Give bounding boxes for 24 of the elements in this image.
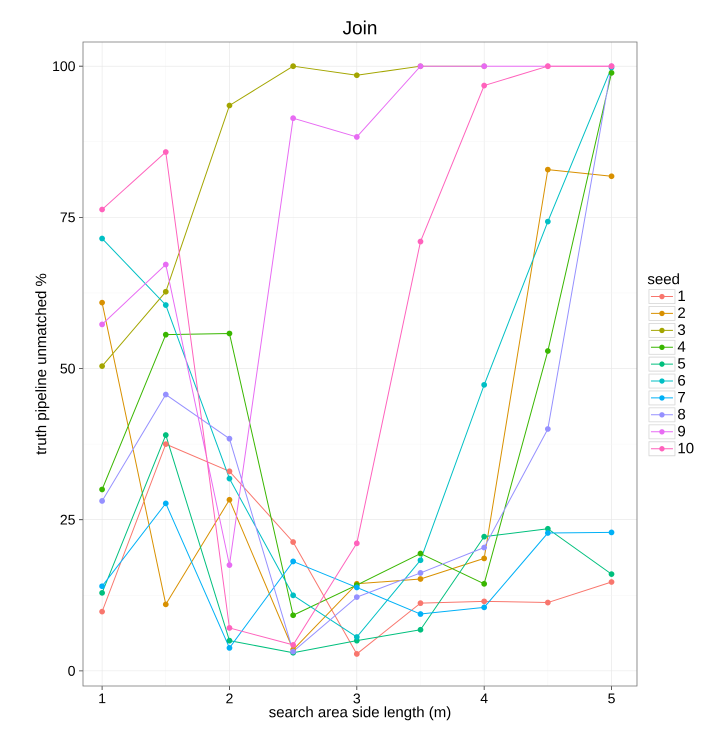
- legend-title: seed: [648, 273, 679, 284]
- legend-label: 2: [678, 307, 685, 318]
- x-tick-label: 5: [608, 694, 615, 704]
- chart-title: Join: [342, 20, 376, 34]
- y-tick-label: 0: [68, 666, 75, 676]
- legend-label: 7: [678, 392, 685, 402]
- x-tick-label: 2: [226, 694, 233, 704]
- y-tick-label: 75: [60, 212, 75, 222]
- legend-label: 4: [678, 341, 686, 352]
- y-tick-label: 100: [53, 61, 75, 72]
- legend-label: 1: [678, 290, 686, 301]
- y-tick-label: 50: [60, 364, 75, 374]
- x-axis-title: search area side length (m): [269, 706, 450, 720]
- legend-label: 9: [678, 426, 686, 436]
- x-tick-label: 4: [480, 694, 488, 704]
- legend-label: 8: [678, 408, 686, 420]
- y-tick-label: 25: [60, 514, 75, 525]
- legend-label: 5: [678, 358, 686, 369]
- y-axis-title: truth pipeline unmatched %: [35, 274, 50, 455]
- legend-label: 10: [678, 442, 694, 454]
- x-tick-label: 3: [353, 694, 360, 704]
- x-tick-label: 1: [99, 694, 106, 704]
- legend-label: 6: [678, 375, 686, 386]
- legend-label: 3: [678, 324, 686, 336]
